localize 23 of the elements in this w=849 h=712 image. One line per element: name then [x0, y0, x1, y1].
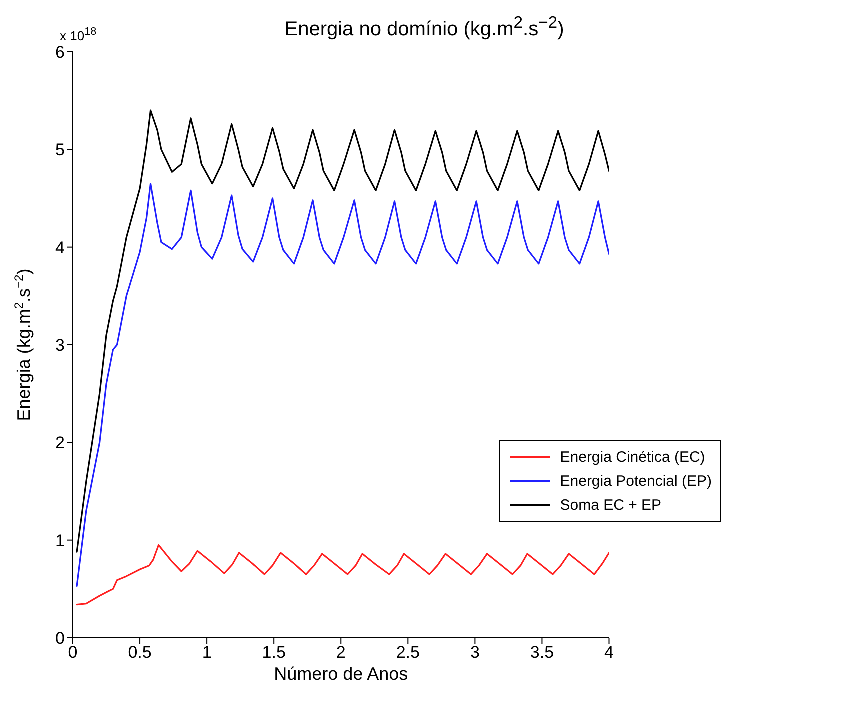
- y-tick-label: 5: [56, 140, 65, 160]
- x-tick-label: 1: [202, 643, 212, 662]
- x-axis-title: Número de Anos: [274, 664, 408, 684]
- legend-label: Energia Potencial (EP): [560, 472, 712, 490]
- chart-title: Energia no domínio (kg.m$^{2}$.s$^{−2}$): [284, 13, 564, 41]
- x-tick-label: 2.5: [396, 643, 420, 662]
- x-tick-label: 3.5: [530, 643, 554, 662]
- x-tick-label: 0: [68, 643, 78, 662]
- x-tick-label: 1.5: [262, 643, 286, 662]
- y-tick-label: 3: [56, 336, 65, 356]
- x-tick-label: 3: [470, 643, 480, 662]
- y-tick-label: 4: [56, 238, 65, 258]
- x-tick-label: 0.5: [128, 643, 152, 662]
- y-tick-label: 6: [56, 43, 65, 62]
- text: x 10$^{18}$: [60, 26, 97, 44]
- legend-label: Soma EC + EP: [560, 496, 662, 514]
- y-tick-label: 2: [56, 434, 65, 453]
- line-series: [76, 544, 610, 606]
- x-tick-label: 4: [604, 643, 614, 662]
- x-tick-label: 2: [336, 643, 346, 662]
- legend-label: Energia Cinética (EC): [560, 448, 706, 466]
- y-tick-label: 1: [56, 531, 65, 550]
- y-tick-label: 0: [56, 629, 65, 648]
